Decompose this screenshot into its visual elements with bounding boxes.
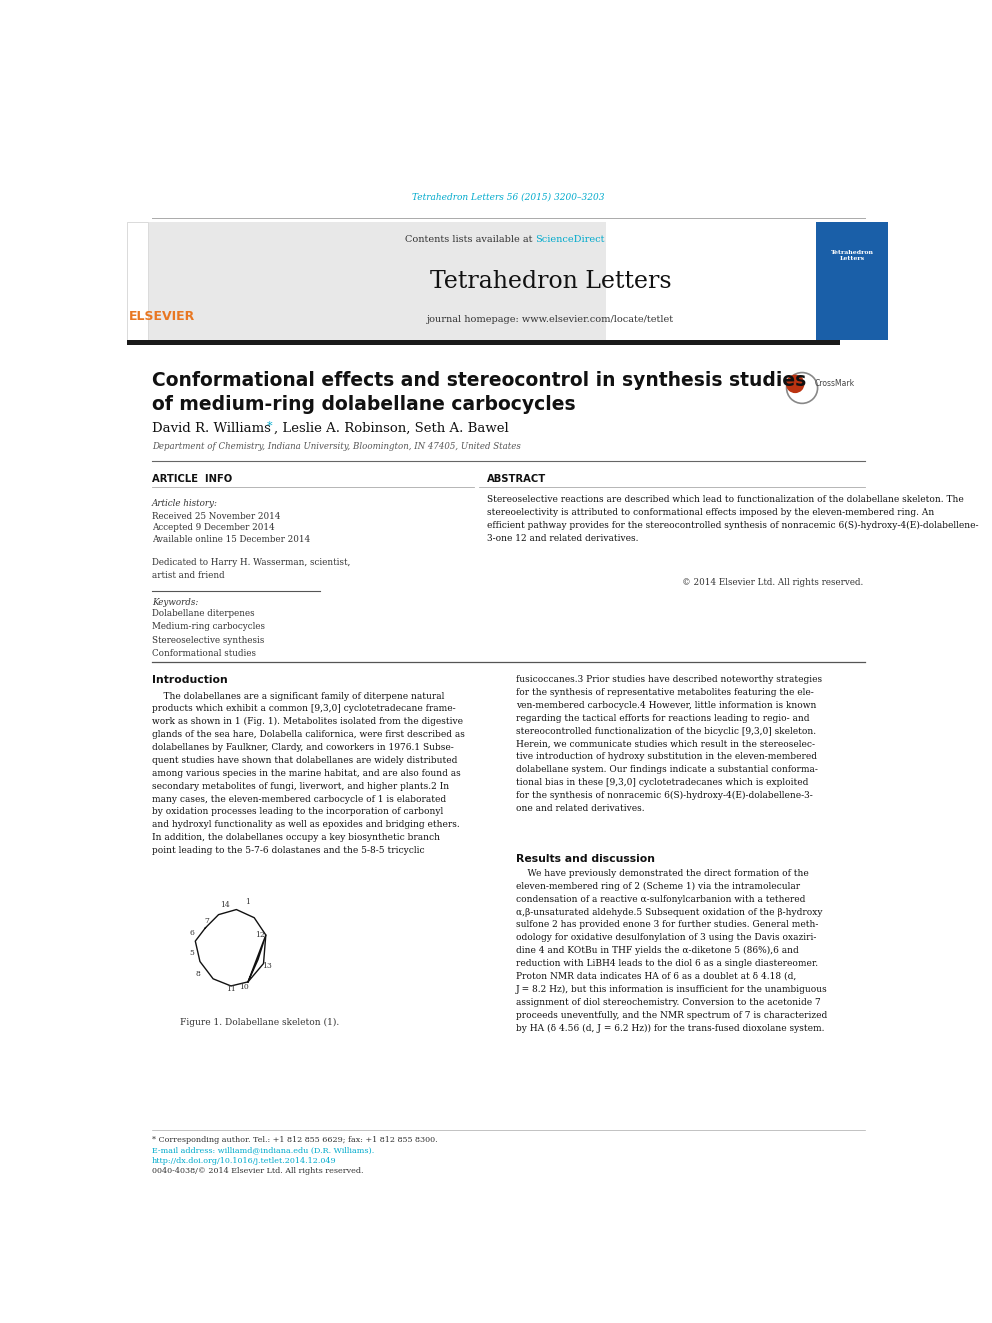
Text: © 2014 Elsevier Ltd. All rights reserved.: © 2014 Elsevier Ltd. All rights reserved… xyxy=(682,578,864,587)
Text: Medium-ring carbocycles: Medium-ring carbocycles xyxy=(152,622,265,631)
Text: E-mail address: williamd@indiana.edu (D.R. Williams).: E-mail address: williamd@indiana.edu (D.… xyxy=(152,1146,374,1154)
Bar xyxy=(127,222,149,340)
Text: Keywords:: Keywords: xyxy=(152,598,198,607)
Text: 13: 13 xyxy=(262,962,272,970)
Text: CrossMark: CrossMark xyxy=(814,380,854,389)
Text: 6: 6 xyxy=(189,929,194,937)
Text: Figure 1. Dolabellane skeleton (1).: Figure 1. Dolabellane skeleton (1). xyxy=(180,1017,339,1027)
Text: 1: 1 xyxy=(246,898,250,906)
Text: Dolabellane diterpenes: Dolabellane diterpenes xyxy=(152,609,255,618)
Text: 10: 10 xyxy=(239,983,249,991)
Circle shape xyxy=(786,374,805,393)
Text: 12: 12 xyxy=(256,931,265,939)
Text: Stereoselective reactions are described which lead to functionalization of the d: Stereoselective reactions are described … xyxy=(487,495,978,542)
Text: http://dx.doi.org/10.1016/j.tetlet.2014.12.049: http://dx.doi.org/10.1016/j.tetlet.2014.… xyxy=(152,1158,336,1166)
Text: The dolabellanes are a significant family of diterpene natural
products which ex: The dolabellanes are a significant famil… xyxy=(152,692,465,855)
Text: * Corresponding author. Tel.: +1 812 855 6629; fax: +1 812 855 8300.: * Corresponding author. Tel.: +1 812 855… xyxy=(152,1135,437,1143)
Text: Conformational studies: Conformational studies xyxy=(152,648,256,658)
Text: ARTICLE  INFO: ARTICLE INFO xyxy=(152,474,232,484)
Text: Tetrahedron Letters: Tetrahedron Letters xyxy=(430,270,672,292)
Text: Results and discussion: Results and discussion xyxy=(516,853,655,864)
Text: 8: 8 xyxy=(196,970,200,978)
Text: Dedicated to Harry H. Wasserman, scientist,
artist and friend: Dedicated to Harry H. Wasserman, scienti… xyxy=(152,558,350,581)
Text: Department of Chemistry, Indiana University, Bloomington, IN 47405, United State: Department of Chemistry, Indiana Univers… xyxy=(152,442,521,451)
Text: ELSEVIER: ELSEVIER xyxy=(129,310,195,323)
Text: Introduction: Introduction xyxy=(152,675,227,685)
Text: fusicoccanes.3 Prior studies have described noteworthy strategies
for the synthe: fusicoccanes.3 Prior studies have descri… xyxy=(516,675,822,812)
Bar xyxy=(149,222,606,340)
Text: 7: 7 xyxy=(204,917,209,925)
Text: ScienceDirect: ScienceDirect xyxy=(536,234,605,243)
Text: Received 25 November 2014: Received 25 November 2014 xyxy=(152,512,281,521)
Text: 0040-4038/© 2014 Elsevier Ltd. All rights reserved.: 0040-4038/© 2014 Elsevier Ltd. All right… xyxy=(152,1167,363,1175)
Text: Tetrahedron Letters 56 (2015) 3200–3203: Tetrahedron Letters 56 (2015) 3200–3203 xyxy=(412,193,605,202)
Text: Tetrahedron
Letters: Tetrahedron Letters xyxy=(830,250,874,261)
Text: 11: 11 xyxy=(226,986,236,994)
Text: journal homepage: www.elsevier.com/locate/tetlet: journal homepage: www.elsevier.com/locat… xyxy=(428,315,675,324)
Text: Accepted 9 December 2014: Accepted 9 December 2014 xyxy=(152,524,275,532)
Text: *: * xyxy=(267,421,272,431)
Bar xyxy=(816,222,888,340)
Text: 14: 14 xyxy=(220,901,229,909)
Text: ABSTRACT: ABSTRACT xyxy=(487,474,547,484)
Text: Article history:: Article history: xyxy=(152,499,218,508)
Text: of medium-ring dolabellane carbocycles: of medium-ring dolabellane carbocycles xyxy=(152,394,575,414)
Text: We have previously demonstrated the direct formation of the
eleven-membered ring: We have previously demonstrated the dire… xyxy=(516,869,828,1033)
Text: David R. Williams: David R. Williams xyxy=(152,422,275,435)
Text: 5: 5 xyxy=(189,950,194,958)
Bar xyxy=(127,340,840,345)
Text: Contents lists available at: Contents lists available at xyxy=(405,234,536,243)
Text: Available online 15 December 2014: Available online 15 December 2014 xyxy=(152,534,310,544)
Text: , Leslie A. Robinson, Seth A. Bawel: , Leslie A. Robinson, Seth A. Bawel xyxy=(275,422,509,435)
Text: Stereoselective synthesis: Stereoselective synthesis xyxy=(152,635,264,644)
Text: Conformational effects and stereocontrol in synthesis studies: Conformational effects and stereocontrol… xyxy=(152,372,806,390)
